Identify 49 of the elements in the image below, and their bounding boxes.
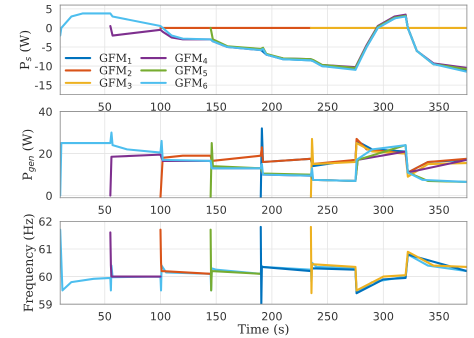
x-tick-label: 350 bbox=[429, 312, 449, 320]
y-tick-label: -15 bbox=[34, 81, 52, 90]
y-tick-label: 59 bbox=[39, 300, 52, 309]
y-tick-label: 5 bbox=[46, 5, 52, 14]
y-tick-label: -5 bbox=[42, 43, 52, 52]
x-axis-title: Time (s) bbox=[238, 324, 288, 336]
line-series bbox=[210, 228, 262, 292]
legend-label: GFM$_{2}$ bbox=[100, 66, 132, 76]
legend-label: GFM$_{6}$ bbox=[175, 78, 208, 89]
line-series bbox=[310, 226, 467, 294]
x-tick-label: 50 bbox=[98, 206, 112, 214]
x-tick-label: 100 bbox=[151, 206, 170, 214]
legend-label: GFM$_{5}$ bbox=[175, 66, 207, 76]
x-tick-label: 100 bbox=[151, 102, 170, 111]
x-tick-label: 200 bbox=[262, 206, 282, 214]
y-axis-title: P$_{gen}$ (W) bbox=[22, 130, 36, 180]
y-tick-label: 40 bbox=[38, 108, 52, 116]
x-tick-label: 150 bbox=[206, 206, 226, 214]
y-tick-label: 20 bbox=[39, 150, 52, 158]
line-series bbox=[260, 226, 467, 304]
y-tick-label: 0 bbox=[46, 24, 52, 32]
legend-label: GFM$_{3}$ bbox=[100, 78, 132, 89]
y-tick-label: 62 bbox=[39, 217, 52, 226]
x-tick-label: 200 bbox=[262, 102, 282, 111]
legend-label: GFM$_{1}$ bbox=[100, 54, 132, 64]
x-tick-label: 350 bbox=[429, 206, 449, 214]
line-series bbox=[159, 138, 467, 198]
x-tick-label: 150 bbox=[206, 102, 226, 111]
y-tick-label: 0 bbox=[46, 192, 52, 200]
x-tick-label: 50 bbox=[98, 102, 112, 111]
line-series bbox=[310, 138, 467, 198]
y-tick-label: 61 bbox=[39, 244, 52, 254]
y-tick-label: 60 bbox=[39, 272, 52, 281]
x-tick-label: 50 bbox=[98, 312, 112, 320]
x-tick-label: 350 bbox=[429, 102, 449, 111]
x-tick-label: 250 bbox=[318, 102, 338, 111]
x-tick-label: 300 bbox=[374, 312, 394, 320]
x-tick-label: 250 bbox=[318, 206, 338, 214]
x-tick-label: 250 bbox=[318, 312, 338, 320]
x-tick-label: 150 bbox=[206, 312, 226, 320]
legend-label: GFM$_{4}$ bbox=[175, 54, 208, 64]
x-tick-label: 100 bbox=[151, 312, 170, 320]
y-axis-title: P$_{s}$ (W) bbox=[20, 30, 32, 70]
line-series bbox=[159, 228, 212, 275]
y-tick-label: -10 bbox=[34, 62, 52, 70]
y-axis-title: Frequency (Hz) bbox=[23, 214, 36, 312]
x-tick-label: 300 bbox=[374, 206, 394, 214]
x-tick-label: 200 bbox=[262, 312, 282, 320]
x-tick-label: 300 bbox=[374, 102, 394, 111]
